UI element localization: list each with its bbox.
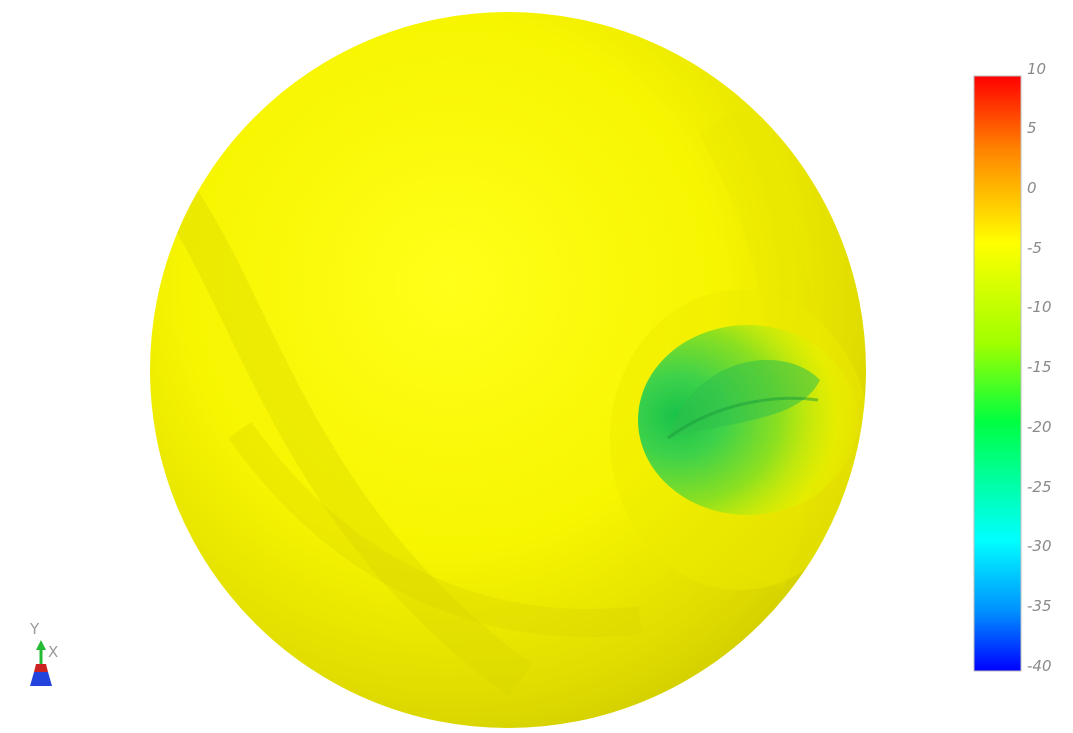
colorbar-tick: -25 [1027,478,1052,496]
colorbar-tick: 0 [1027,179,1037,197]
dimple-feature [638,325,858,515]
colorbar-tick: 5 [1027,119,1037,137]
colorbar-tick: -5 [1027,239,1042,257]
colorbar-tick: -20 [1027,418,1052,436]
scalar-bar [973,75,1022,672]
orientation-axes [30,640,52,686]
axis-label-x: X [48,643,59,661]
colorbar-tick: -35 [1027,597,1052,615]
colorbar-tick: 10 [1027,60,1047,78]
colorbar-tick: -30 [1027,537,1052,555]
colorbar-tick: -10 [1027,298,1052,316]
axis-label-y: Y [30,620,40,638]
sphere-surface [150,12,866,728]
colorbar-tick: -15 [1027,358,1052,376]
colorbar-tick: -40 [1027,657,1052,675]
